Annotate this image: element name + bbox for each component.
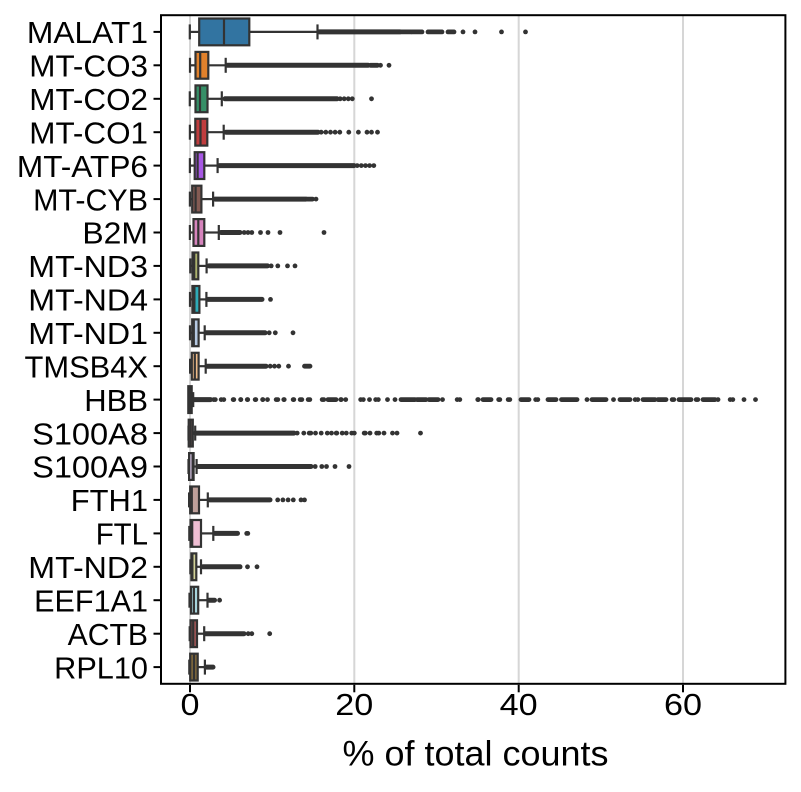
svg-text:MT-CO3: MT-CO3	[29, 50, 148, 84]
svg-text:20: 20	[335, 688, 373, 722]
svg-text:S100A9: S100A9	[32, 451, 148, 485]
svg-text:MT-CO1: MT-CO1	[29, 116, 148, 150]
svg-text:MT-CO2: MT-CO2	[29, 83, 148, 117]
svg-text:40: 40	[500, 688, 538, 722]
svg-text:B2M: B2M	[82, 217, 148, 251]
svg-text:S100A8: S100A8	[32, 417, 148, 451]
svg-text:MT-ND2: MT-ND2	[28, 551, 148, 585]
svg-text:% of total counts: % of total counts	[343, 735, 609, 774]
svg-text:60: 60	[664, 688, 702, 722]
svg-text:FTH1: FTH1	[71, 484, 148, 518]
svg-text:HBB: HBB	[84, 384, 148, 418]
svg-text:MT-ND1: MT-ND1	[28, 317, 148, 351]
svg-text:ACTB: ACTB	[68, 618, 148, 652]
svg-text:0: 0	[181, 688, 200, 722]
svg-text:MT-CYB: MT-CYB	[33, 183, 148, 217]
svg-text:FTL: FTL	[96, 518, 148, 552]
svg-text:TMSB4X: TMSB4X	[25, 350, 149, 384]
svg-text:MT-ND3: MT-ND3	[28, 250, 148, 284]
svg-text:MT-ATP6: MT-ATP6	[17, 150, 148, 184]
svg-text:RPL10: RPL10	[54, 651, 148, 685]
svg-text:MT-ND4: MT-ND4	[28, 284, 148, 318]
svg-text:EEF1A1: EEF1A1	[34, 584, 148, 618]
svg-text:MALAT1: MALAT1	[27, 16, 148, 50]
